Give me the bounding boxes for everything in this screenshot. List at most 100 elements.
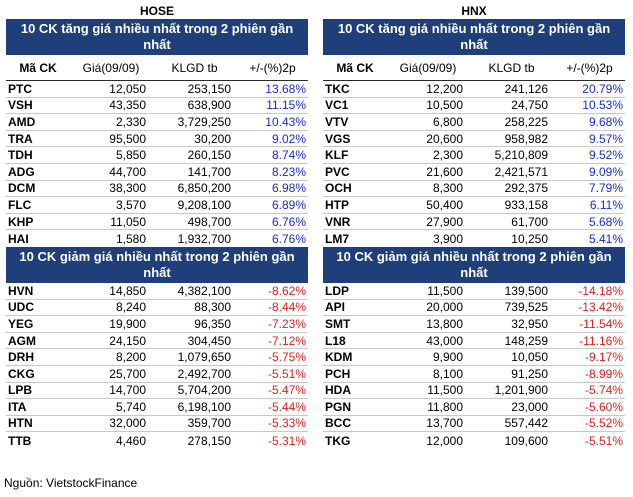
column-header-ticker: Mã CK xyxy=(336,60,374,75)
gainers-table: PTC 12,050 253,150 13.68% VSH 43,350 638,900 11… xyxy=(6,81,308,247)
ticker-cell: HDA xyxy=(325,383,351,398)
table-row: TKC 12,200 241,126 20.79% xyxy=(323,81,625,98)
volume-cell: 933,158 xyxy=(504,197,548,212)
column-header-volume: KLGD tb xyxy=(488,60,535,75)
losers-title: 10 CK giảm giá nhiều nhất trong 2 phiên … xyxy=(6,246,308,283)
change-cell: -5.44% xyxy=(267,399,306,414)
change-cell: -5.31% xyxy=(267,433,306,448)
exchange-title: HNX xyxy=(461,4,487,18)
volume-cell: 1,079,650 xyxy=(177,350,231,365)
volume-cell: 96,350 xyxy=(194,316,231,331)
volume-cell: 3,729,250 xyxy=(177,114,231,129)
table-row: YEG 19,900 96,350 -7.23% xyxy=(6,316,308,333)
ticker-cell: LPB xyxy=(8,383,32,398)
ticker-cell: VC1 xyxy=(325,98,349,113)
source-note: Nguồn: VietstockFinance xyxy=(4,476,138,490)
ticker-cell: LM7 xyxy=(325,231,349,246)
change-cell: -5.51% xyxy=(267,366,306,381)
price-cell: 1,580 xyxy=(115,231,146,246)
gainers-title: 10 CK tăng giá nhiều nhất trong 2 phiên … xyxy=(323,19,625,55)
price-cell: 14,850 xyxy=(109,283,146,298)
table-row: L18 43,000 148,259 -11.16% xyxy=(323,333,625,350)
price-cell: 14,700 xyxy=(109,383,146,398)
change-cell: 9.68% xyxy=(588,114,623,129)
price-cell: 11,500 xyxy=(427,383,463,398)
volume-cell: 241,126 xyxy=(504,81,548,96)
table-row: TTB 4,460 278,150 -5.31% xyxy=(6,432,308,449)
price-cell: 4,460 xyxy=(115,433,146,448)
ticker-cell: TKG xyxy=(325,433,351,448)
change-cell: -11.54% xyxy=(579,316,623,331)
table-row: LPB 14,700 5,704,200 -5.47% xyxy=(6,383,308,400)
volume-cell: 638,900 xyxy=(187,98,231,113)
volume-cell: 958,982 xyxy=(504,131,548,146)
volume-cell: 30,200 xyxy=(194,131,231,146)
column-header-row: Mã CK Giá(09/09) KLGD tb +/-(%)2p xyxy=(323,55,625,81)
table-row: ITA 5,740 6,198,100 -5.44% xyxy=(6,399,308,416)
table-row: VSH 43,350 638,900 11.15% xyxy=(6,98,308,115)
price-cell: 11,500 xyxy=(427,283,463,298)
change-cell: 6.98% xyxy=(271,181,306,196)
change-cell: 9.09% xyxy=(588,164,623,179)
volume-cell: 6,850,200 xyxy=(177,181,231,196)
table-row: PTC 12,050 253,150 13.68% xyxy=(6,81,308,98)
price-cell: 43,350 xyxy=(109,98,146,113)
ticker-cell: AMD xyxy=(8,114,36,129)
price-cell: 24,150 xyxy=(109,333,146,348)
change-cell: -5.74% xyxy=(584,383,623,398)
table-row: VTV 6,800 258,225 9.68% xyxy=(323,114,625,131)
change-cell: -5.60% xyxy=(584,399,623,414)
table-row: BCC 13,700 557,442 -5.52% xyxy=(323,416,625,433)
ticker-cell: ITA xyxy=(8,399,27,414)
price-cell: 11,800 xyxy=(427,399,463,414)
volume-cell: 61,700 xyxy=(511,214,548,229)
column-header-price: Giá(09/09) xyxy=(399,60,457,75)
change-cell: -7.23% xyxy=(267,316,306,331)
change-cell: 9.02% xyxy=(271,131,306,146)
table-row: SMT 13,800 32,950 -11.54% xyxy=(323,316,625,333)
table-row: AMD 2,330 3,729,250 10.43% xyxy=(6,114,308,131)
table-row: DRH 8,200 1,079,650 -5.75% xyxy=(6,349,308,366)
ticker-cell: VSH xyxy=(8,98,33,113)
price-cell: 3,570 xyxy=(115,197,146,212)
ticker-cell: UDC xyxy=(8,300,34,315)
change-cell: -5.33% xyxy=(267,416,306,431)
volume-cell: 148,259 xyxy=(504,333,548,348)
table-row: ADG 44,700 141,700 8.23% xyxy=(6,164,308,181)
price-cell: 11,050 xyxy=(110,214,146,229)
ticker-cell: PCH xyxy=(325,366,351,381)
ticker-cell: HVN xyxy=(8,283,34,298)
change-cell: 11.15% xyxy=(266,98,306,113)
ticker-cell: DCM xyxy=(8,181,36,196)
change-cell: -14.18% xyxy=(578,283,623,298)
table-row: HTP 50,400 933,158 6.11% xyxy=(323,197,625,214)
losers-table: HVN 14,850 4,382,100 -8.62% UDC 8,240 88,300 -8… xyxy=(6,283,308,449)
volume-cell: 24,750 xyxy=(511,98,548,113)
change-cell: 9.52% xyxy=(588,148,623,163)
volume-cell: 292,375 xyxy=(504,181,548,196)
table-row: HAI 1,580 1,932,700 6.76% xyxy=(6,230,308,247)
price-cell: 44,700 xyxy=(109,164,146,179)
ticker-cell: KLF xyxy=(325,148,349,163)
ticker-cell: TTB xyxy=(8,433,32,448)
volume-cell: 141,700 xyxy=(187,164,231,179)
change-cell: 6.89% xyxy=(271,197,306,212)
ticker-cell: L18 xyxy=(325,333,346,348)
table-row: PCH 8,100 91,250 -8.99% xyxy=(323,366,625,383)
change-cell: 5.41% xyxy=(588,231,623,246)
table-row: VNR 27,900 61,700 5.68% xyxy=(323,214,625,231)
change-cell: -8.62% xyxy=(267,283,306,298)
ticker-cell: TRA xyxy=(8,131,33,146)
price-cell: 21,600 xyxy=(426,164,463,179)
ticker-cell: VTV xyxy=(325,114,349,129)
volume-cell: 260,150 xyxy=(187,148,231,163)
change-cell: -8.44% xyxy=(267,300,306,315)
ticker-cell: ADG xyxy=(8,164,35,179)
change-cell: 10.43% xyxy=(265,114,306,129)
volume-cell: 5,210,809 xyxy=(494,148,548,163)
change-cell: -5.47% xyxy=(267,383,306,398)
table-row: AGM 24,150 304,450 -7.12% xyxy=(6,333,308,350)
table-row: VGS 20,600 958,982 9.57% xyxy=(323,131,625,148)
table-row: HVN 14,850 4,382,100 -8.62% xyxy=(6,283,308,300)
change-cell: 8.23% xyxy=(271,164,306,179)
